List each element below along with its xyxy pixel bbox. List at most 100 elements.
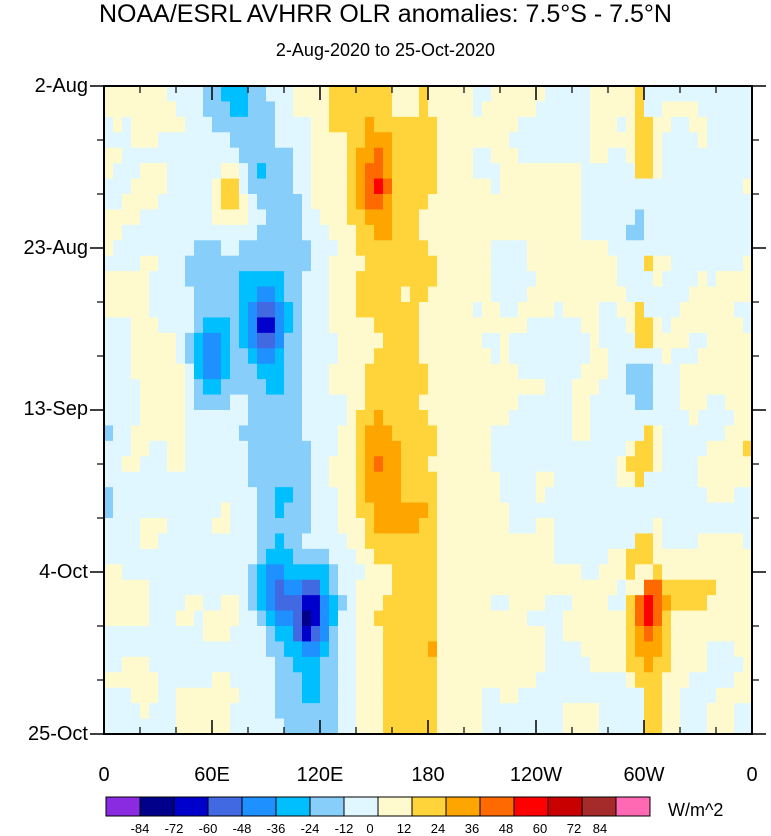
axis-ticks [90, 85, 766, 735]
field-cell [554, 518, 564, 535]
field-cell [113, 518, 123, 535]
field-cell [500, 332, 510, 349]
field-cell [140, 379, 150, 396]
field-cell [230, 502, 240, 519]
field-cell [680, 116, 690, 133]
field-cell [455, 564, 465, 581]
field-cell [266, 394, 276, 411]
field-cell [347, 163, 357, 180]
field-cell [635, 240, 645, 257]
field-cell [671, 394, 681, 411]
field-cell [707, 101, 717, 118]
field-cell [131, 101, 141, 118]
field-cell [383, 595, 393, 612]
field-cell [266, 194, 276, 211]
field-cell [293, 286, 303, 303]
field-cell [347, 271, 357, 288]
field-cell [590, 564, 600, 581]
field-cell [617, 595, 627, 612]
field-cell [401, 224, 411, 241]
field-cell [599, 147, 609, 164]
field-cell [104, 178, 114, 195]
field-cell [365, 116, 375, 133]
field-cell [347, 610, 357, 627]
field-cell [419, 132, 429, 149]
field-cell [509, 718, 519, 735]
field-cell [176, 332, 186, 349]
field-cell [545, 255, 555, 272]
field-cell [320, 410, 330, 427]
field-cell [635, 271, 645, 288]
field-cell [194, 379, 204, 396]
field-cell [473, 518, 483, 535]
field-cell [518, 147, 528, 164]
field-cell [446, 687, 456, 704]
field-cell [149, 410, 159, 427]
field-cell [338, 656, 348, 673]
field-cell [248, 487, 258, 504]
field-cell [410, 626, 420, 643]
field-cell [221, 548, 231, 565]
field-cell [176, 194, 186, 211]
field-cell [545, 425, 555, 442]
field-cell [149, 425, 159, 442]
field-cell [590, 101, 600, 118]
field-cell [509, 687, 519, 704]
field-cell [311, 672, 321, 689]
field-cell [617, 116, 627, 133]
field-cell [419, 533, 429, 550]
field-cell [374, 302, 384, 319]
field-cell [131, 302, 141, 319]
field-cell [320, 440, 330, 457]
field-cell [104, 286, 114, 303]
field-cell [635, 672, 645, 689]
field-cell [167, 440, 177, 457]
colorbar-label: 12 [396, 821, 412, 836]
field-cell [104, 116, 114, 133]
field-cell [221, 502, 231, 519]
field-cell [662, 487, 672, 504]
field-cell [635, 487, 645, 504]
field-cell [131, 471, 141, 488]
field-cell [149, 641, 159, 658]
field-cell [401, 440, 411, 457]
field-cell [428, 86, 438, 103]
field-cell [455, 595, 465, 612]
field-cell [734, 224, 744, 241]
field-cell [113, 410, 123, 427]
field-cell [320, 518, 330, 535]
field-cell [194, 332, 204, 349]
field-cell [680, 178, 690, 195]
field-cell [275, 410, 285, 427]
field-cell [329, 626, 339, 643]
field-cell [437, 456, 447, 473]
field-cell [266, 487, 276, 504]
field-cell [185, 626, 195, 643]
field-cell [707, 687, 717, 704]
field-cell [581, 132, 591, 149]
field-cell [176, 116, 186, 133]
field-cell [203, 86, 213, 103]
field-cell [455, 703, 465, 720]
field-cell [257, 101, 267, 118]
field-cell [689, 672, 699, 689]
field-cell [626, 579, 636, 596]
field-cell [644, 579, 654, 596]
field-cell [131, 687, 141, 704]
field-cell [464, 687, 474, 704]
field-cell [113, 194, 123, 211]
field-cell [410, 656, 420, 673]
field-cell [635, 147, 645, 164]
field-cell [590, 317, 600, 334]
field-cell [509, 101, 519, 118]
field-cell [176, 317, 186, 334]
field-cell [455, 194, 465, 211]
field-cell [446, 240, 456, 257]
field-cell [545, 533, 555, 550]
field-cell [203, 548, 213, 565]
field-cell [311, 487, 321, 504]
x-tick-label: 60W [623, 764, 665, 786]
field-cell [698, 194, 708, 211]
field-cell [167, 194, 177, 211]
field-cell [482, 687, 492, 704]
